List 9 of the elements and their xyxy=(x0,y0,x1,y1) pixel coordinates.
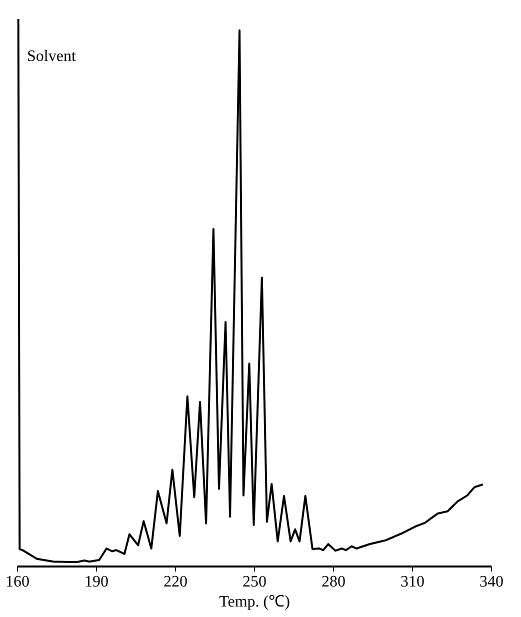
annotation: Solvent xyxy=(27,48,76,65)
x-tick-label: 250 xyxy=(242,574,266,590)
x-tick-label: 190 xyxy=(84,574,108,590)
x-tick-label: 280 xyxy=(322,574,346,590)
x-tick-label: 310 xyxy=(400,574,424,590)
x-tick-label: 160 xyxy=(6,574,30,590)
x-axis-title: Temp. (℃) xyxy=(219,594,290,610)
x-tick-label: 220 xyxy=(164,574,188,590)
x-tick-label: 340 xyxy=(480,574,504,590)
